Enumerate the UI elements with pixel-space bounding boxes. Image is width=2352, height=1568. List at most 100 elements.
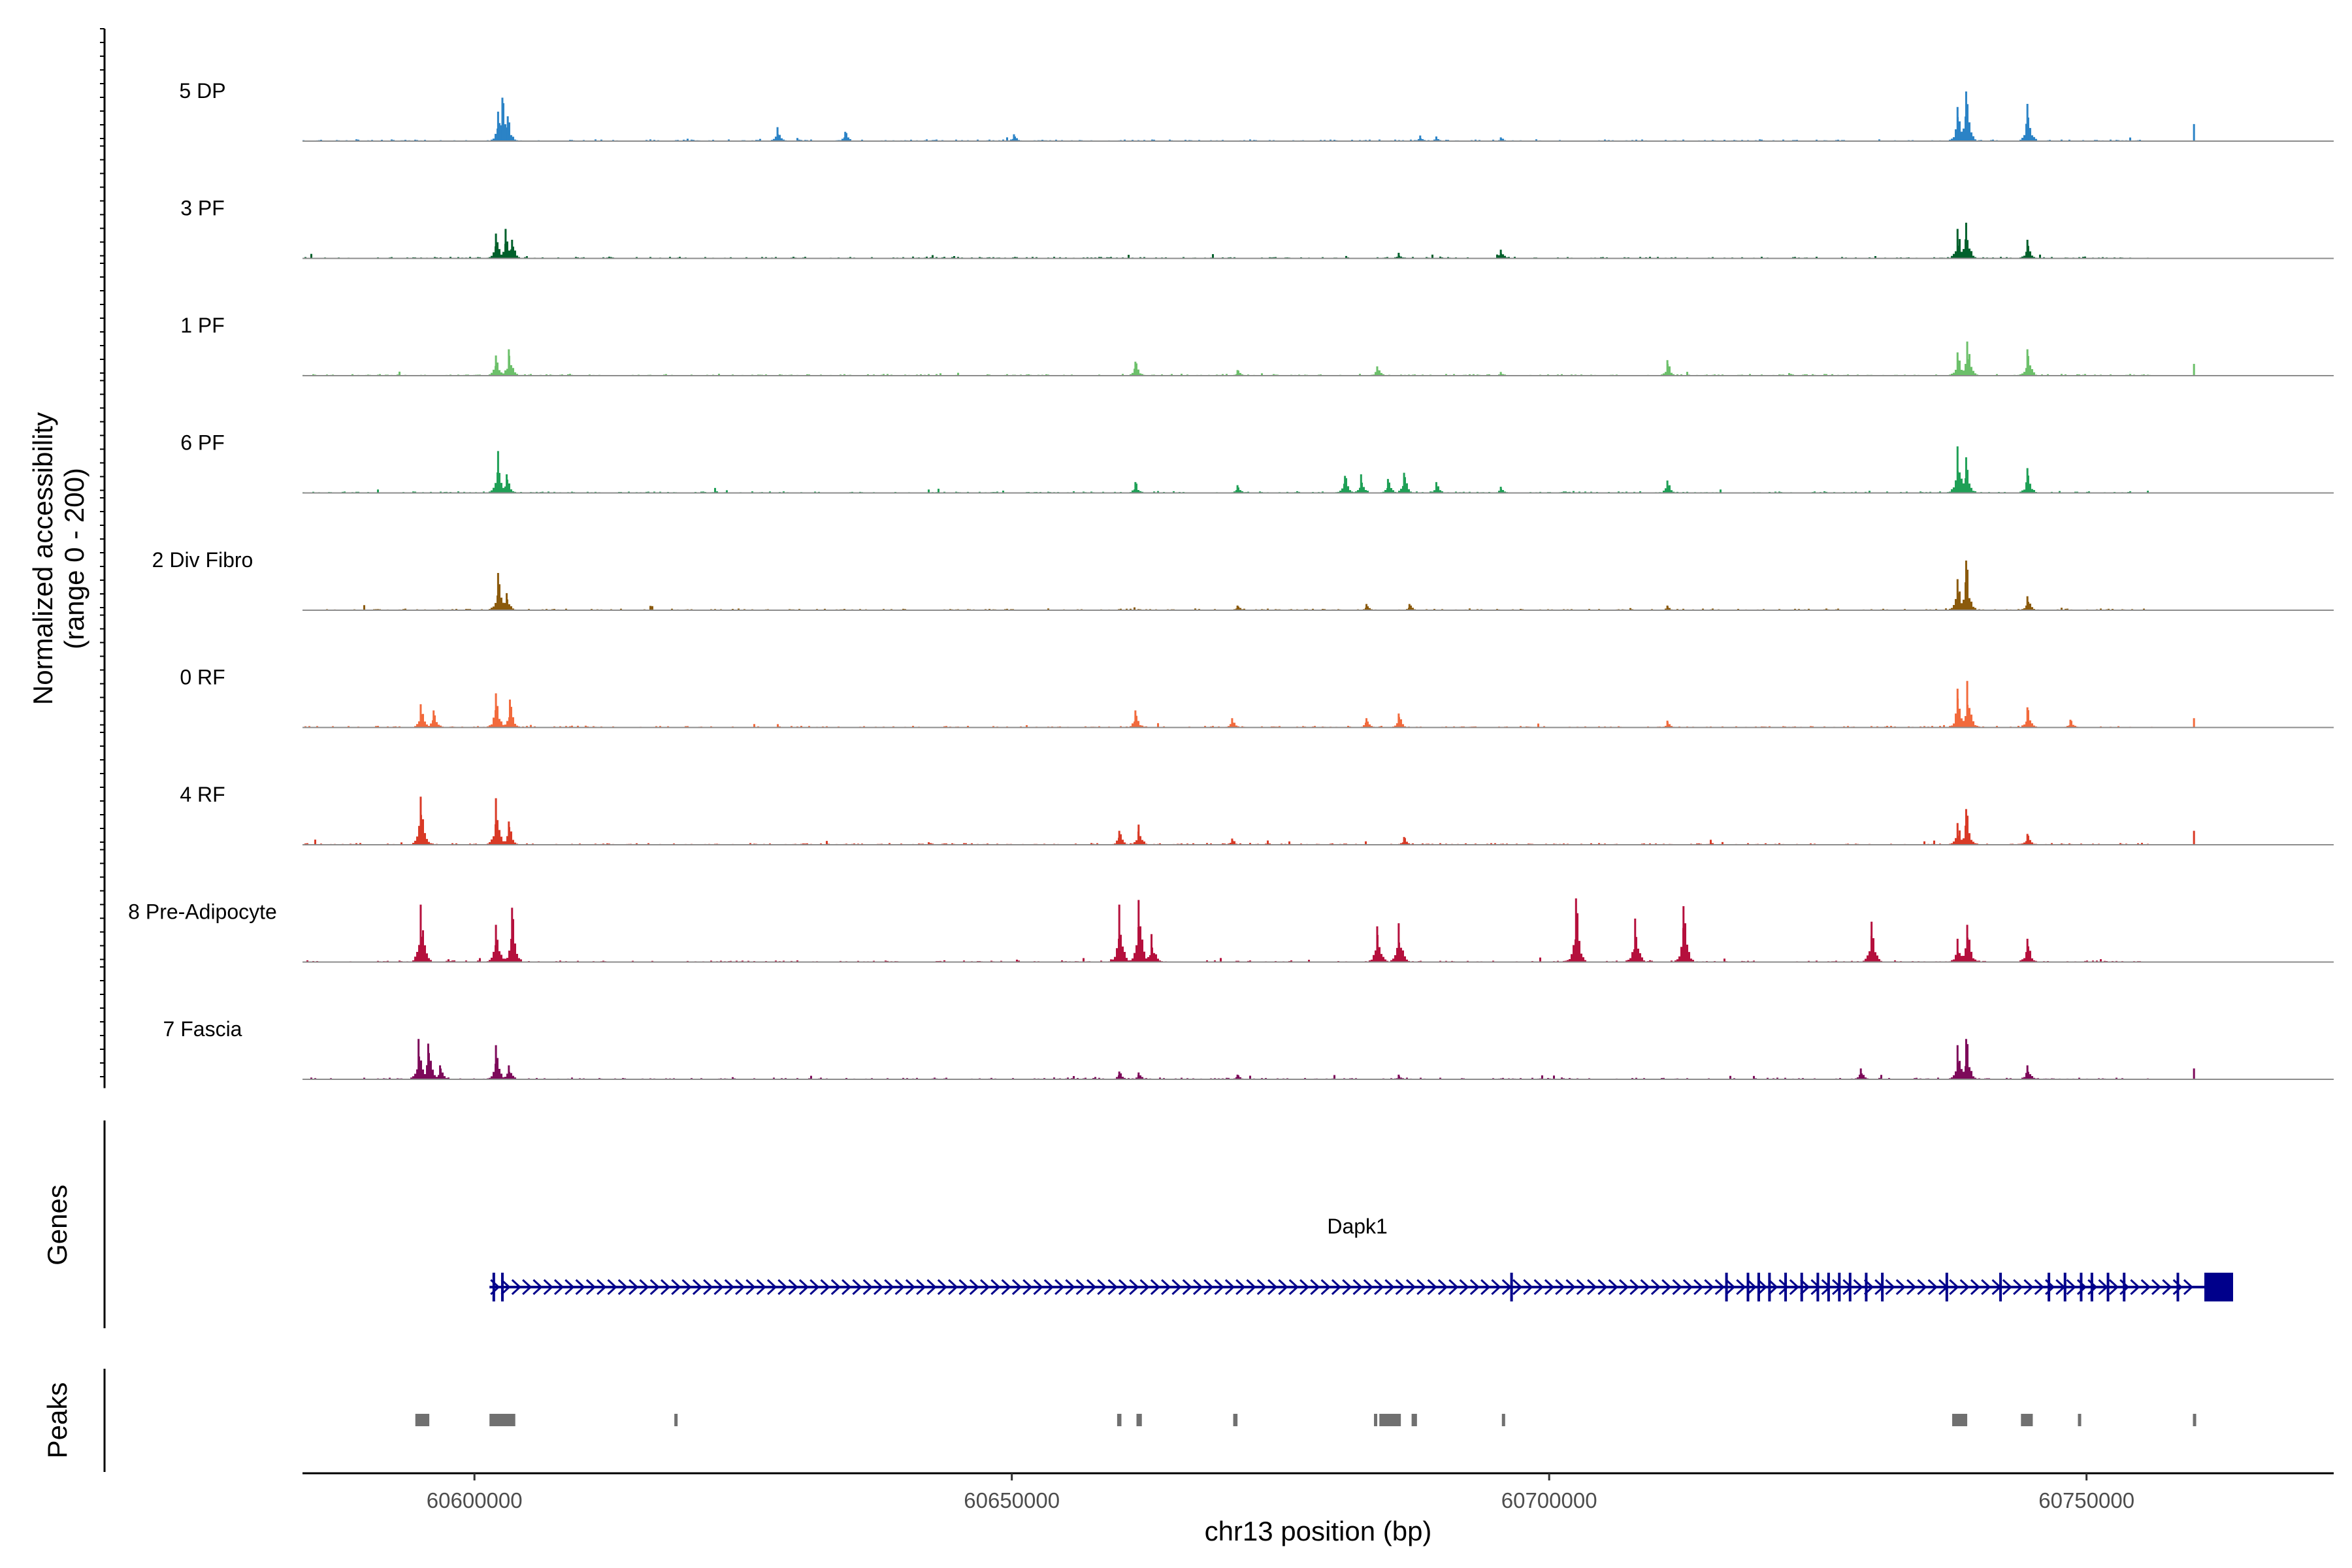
strand-arrow (1469, 1279, 1480, 1296)
peak-bar (1231, 718, 1233, 728)
strand-arrow (2140, 1279, 2151, 1296)
peak-bar (1956, 579, 1959, 610)
peak-region (1136, 1414, 1142, 1426)
strand-arrow (990, 1279, 1001, 1296)
peak-bar (1499, 250, 1502, 259)
peak-region (1117, 1414, 1122, 1426)
exon-mark (1768, 1273, 1771, 1301)
peak-bar (501, 97, 504, 141)
strand-arrow (1129, 1279, 1139, 1296)
track-4-rf (302, 796, 2334, 845)
track-label: 4 RF (180, 783, 225, 806)
strand-arrow (820, 1279, 830, 1296)
exon-mark (1784, 1273, 1788, 1301)
coverage-area (302, 238, 2153, 259)
peak-bar (1403, 837, 1405, 845)
peak-bar (1118, 830, 1120, 845)
peak-bar (1231, 838, 1233, 845)
peak-bar (2026, 468, 2029, 493)
track-label: 2 Div Fibro (152, 548, 253, 572)
strand-arrow (532, 1279, 543, 1296)
peak-bar (1134, 710, 1137, 728)
strand-arrow (1661, 1279, 1672, 1296)
strand-arrow (681, 1279, 692, 1296)
peak-bar (1236, 485, 1239, 493)
exon-mark (2106, 1273, 2110, 1301)
strand-arrow (2108, 1279, 2119, 1296)
track-6-pf (302, 446, 2334, 494)
strand-arrow (2162, 1279, 2172, 1296)
exon-mark (1945, 1273, 1948, 1301)
strand-arrow (1118, 1279, 1129, 1296)
peak-bar (1137, 825, 1140, 845)
peak-regions (415, 1414, 2197, 1426)
y-axis-range-label: (range 0 - 200) (59, 468, 90, 649)
strand-arrow (617, 1279, 629, 1296)
strand-arrow (756, 1279, 766, 1296)
coverage-area (302, 698, 2153, 728)
track-2-div-fibro (302, 561, 2334, 611)
strand-arrow (1650, 1279, 1661, 1296)
y-axis-title: Normalized accessibility (27, 412, 58, 705)
coverage-tracks (302, 91, 2334, 1080)
strand-arrow (1523, 1279, 1533, 1296)
exon-mark (1757, 1273, 1760, 1301)
peak-region (2193, 1414, 2197, 1426)
strand-arrow (1608, 1279, 1618, 1296)
strand-arrow (2023, 1279, 2034, 1296)
exon-mark (1746, 1273, 1750, 1301)
peak-bar (1376, 926, 1379, 962)
strand-arrow (1406, 1279, 1416, 1296)
peak-bar (508, 349, 510, 376)
exon-mark (2080, 1273, 2083, 1301)
strand-arrow (585, 1279, 596, 1296)
peak-region (489, 1414, 515, 1426)
strand-arrow (2119, 1279, 2130, 1296)
peak-bar (1956, 106, 1959, 141)
peak-bar (2193, 123, 2195, 141)
strand-arrow (937, 1279, 948, 1296)
gene-annotation: Dapk1 (489, 1215, 2233, 1301)
peak-bar (2026, 834, 2029, 845)
strand-arrow (1597, 1279, 1608, 1296)
strand-arrow (948, 1279, 958, 1296)
peak-bar (1956, 938, 1959, 962)
peak-bar (844, 131, 847, 141)
peak-bar (1965, 561, 1967, 610)
strand-arrow (1384, 1279, 1395, 1296)
gene-label: Dapk1 (1327, 1215, 1388, 1238)
peak-region (1411, 1414, 1417, 1426)
exon-mark (1816, 1273, 1820, 1301)
coverage-area (302, 815, 2153, 845)
peak-bar (495, 798, 497, 845)
strand-arrow (905, 1279, 916, 1296)
strand-arrow (1746, 1279, 1757, 1296)
exon-mark (1848, 1273, 1852, 1301)
peak-bar (1134, 482, 1137, 493)
strand-arrow (1065, 1279, 1075, 1296)
strand-arrow (1374, 1279, 1384, 1296)
peak-bar (1966, 341, 1968, 376)
peak-bar (1397, 1074, 1400, 1079)
strand-arrow (1331, 1279, 1342, 1296)
strand-arrow (798, 1279, 809, 1296)
peak-bar (1236, 1074, 1239, 1079)
peak-bar (511, 907, 514, 962)
peak-bar (1397, 923, 1400, 962)
peak-bar (1956, 823, 1959, 845)
peak-bar (1499, 487, 1502, 493)
strand-arrow (661, 1279, 671, 1296)
strand-arrow (2034, 1279, 2044, 1296)
peak-region (1374, 1414, 1378, 1426)
peak-bar (1365, 604, 1368, 610)
strand-arrow (1981, 1279, 1991, 1296)
track-8-pre-adipocyte (302, 898, 2334, 963)
exon-mark (1865, 1273, 1868, 1301)
peak-bar (419, 704, 422, 728)
peak-bar (1236, 370, 1239, 376)
strand-arrow (1448, 1279, 1459, 1296)
strand-arrow (1310, 1279, 1320, 1296)
strand-arrow (1416, 1279, 1427, 1296)
strand-arrow (969, 1279, 979, 1296)
